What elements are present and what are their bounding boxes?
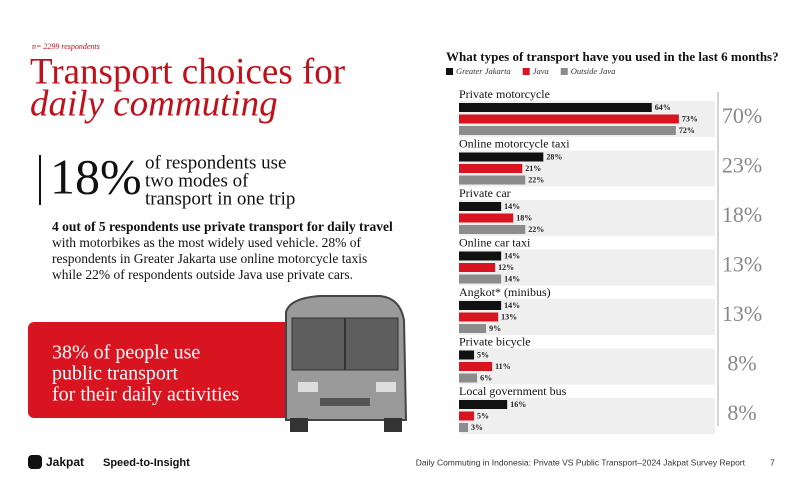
legend-swatch: [522, 68, 530, 75]
category-label: Online motorcycle taxi: [459, 136, 570, 150]
bar: [459, 152, 544, 162]
bar: [459, 411, 475, 421]
total-label: 70%: [722, 103, 762, 128]
legend-swatch: [446, 68, 453, 75]
value-label: 22%: [528, 175, 544, 184]
bar: [459, 373, 478, 383]
legend-swatch: [560, 68, 568, 75]
bar: [459, 274, 502, 284]
value-label: 14%: [504, 202, 520, 211]
bar: [459, 263, 496, 272]
bar: [459, 312, 499, 322]
value-label: 14%: [504, 251, 520, 260]
bar: [459, 213, 514, 223]
stat-figure: 18%: [50, 148, 142, 204]
stat-line: two modes of: [145, 170, 249, 191]
row-background: [459, 348, 715, 385]
bar: [459, 423, 469, 432]
footer-tagline: Speed-to-Insight: [103, 457, 190, 469]
category-label: Private bicycle: [459, 334, 531, 348]
bus-illustration: [285, 295, 408, 432]
row-background: [459, 299, 715, 335]
total-label: 13%: [722, 252, 762, 277]
bar: [459, 114, 679, 124]
bar: [459, 324, 487, 333]
category-label: Private car: [459, 186, 511, 200]
footer-report: Daily Commuting in Indonesia: Private VS…: [416, 457, 746, 467]
bar: [459, 251, 502, 261]
bar: [459, 225, 526, 234]
value-label: 6%: [480, 373, 492, 382]
bar: [459, 126, 676, 135]
callout-line: 38% of people use: [52, 342, 200, 364]
value-label: 14%: [504, 301, 520, 310]
footer-page: 7: [770, 457, 775, 467]
value-label: 21%: [525, 164, 541, 173]
value-label: 12%: [498, 263, 514, 272]
bar: [459, 400, 508, 409]
callout-line: public transport: [52, 363, 179, 385]
bar: [459, 164, 523, 173]
respondents-note: n= 2299 respondents: [32, 42, 100, 51]
total-label: 13%: [722, 301, 762, 326]
bar: [459, 103, 652, 112]
callout-line: for their daily activities: [52, 384, 239, 406]
body-line: respondents in Greater Jakarta use onlin…: [52, 251, 367, 266]
bar: [459, 362, 493, 371]
value-label: 3%: [471, 423, 483, 432]
value-label: 72%: [679, 126, 695, 135]
title-line: daily commuting: [30, 83, 278, 124]
value-label: 14%: [504, 274, 520, 283]
stat-line: of respondents use: [145, 152, 286, 173]
body-line: while 22% of respondents outside Java us…: [52, 267, 353, 282]
value-label: 28%: [546, 152, 562, 161]
category-label: Online car taxi: [459, 235, 531, 249]
value-label: 16%: [510, 400, 526, 409]
value-label: 73%: [682, 114, 698, 123]
stat-line: transport in one trip: [145, 188, 295, 209]
value-label: 5%: [477, 350, 489, 359]
total-label: 18%: [722, 202, 762, 227]
category-label: Private motorcycle: [459, 87, 550, 101]
body-line: 4 out of 5 respondents use private trans…: [52, 219, 393, 234]
body-line: with motorbikes as the most widely used …: [52, 235, 361, 250]
value-label: 9%: [489, 324, 501, 333]
category-label: Local government bus: [459, 384, 567, 398]
bar: [459, 301, 502, 310]
category-label: Angkot* (minibus): [459, 285, 551, 299]
total-label: 8%: [727, 400, 756, 425]
bar: [459, 202, 502, 211]
bar: [459, 175, 526, 185]
value-label: 18%: [516, 213, 532, 222]
title-line: Transport choices for: [30, 51, 345, 92]
row-background: [459, 249, 715, 286]
value-label: 13%: [501, 312, 517, 321]
value-label: 5%: [477, 411, 489, 420]
legend-label: Outside Java: [571, 66, 616, 76]
footer-logo: [28, 455, 42, 469]
chart-title: What types of transport have you used in…: [446, 49, 779, 64]
total-label: 23%: [722, 153, 762, 178]
footer-brand: Jakpat: [46, 455, 84, 469]
legend-label: Greater Jakarta: [456, 66, 511, 76]
total-label: 8%: [727, 351, 756, 376]
legend-label: Java: [533, 66, 549, 76]
bar: [459, 350, 475, 360]
value-label: 22%: [528, 225, 544, 234]
value-label: 11%: [495, 362, 511, 371]
value-label: 64%: [655, 103, 671, 112]
